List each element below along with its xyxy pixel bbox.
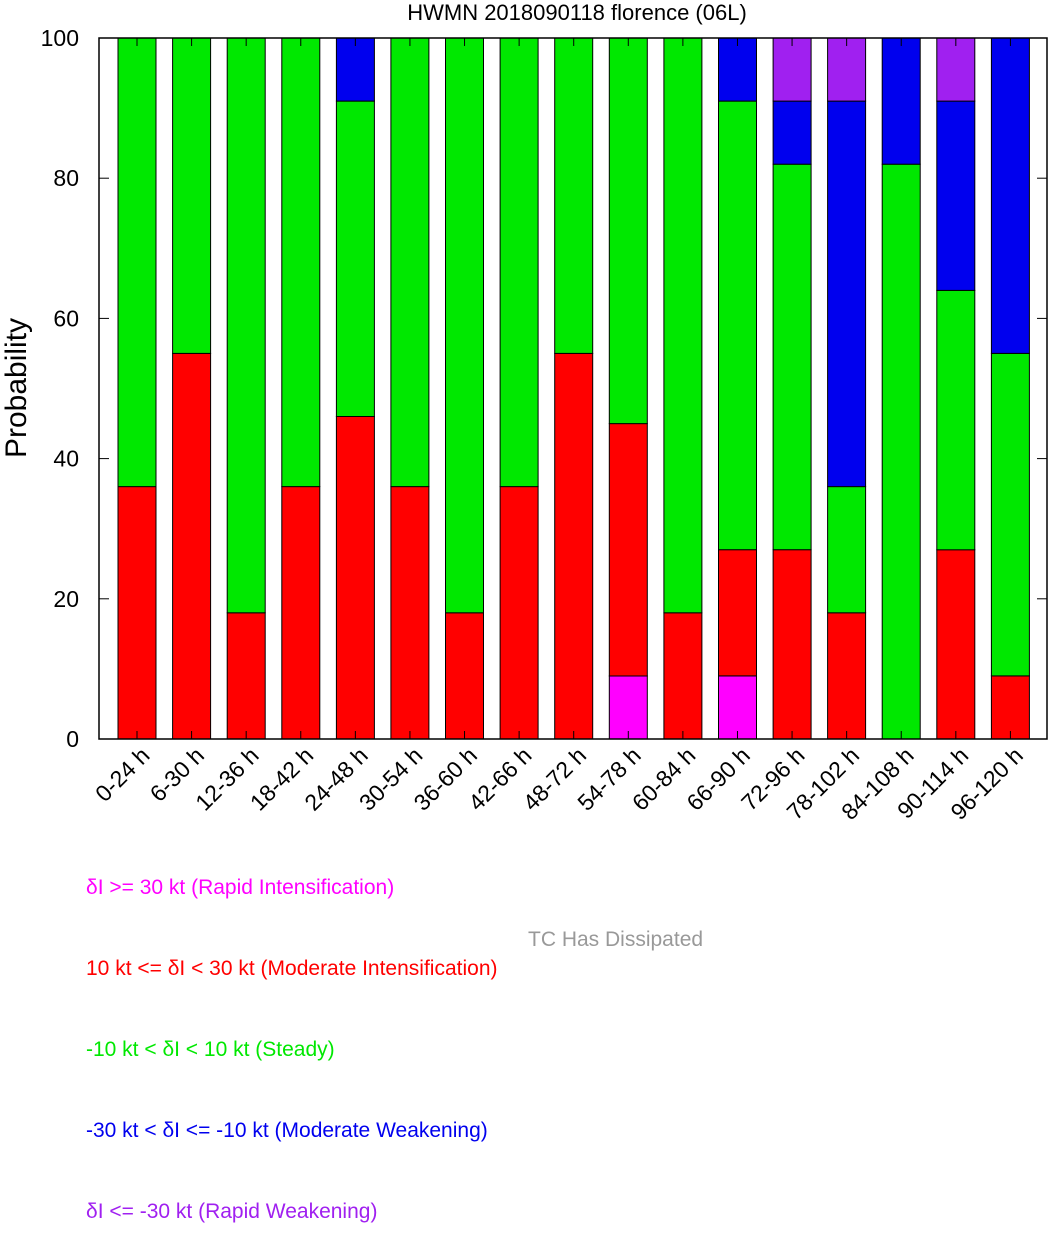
legend-item-rapid-weakening: δI <= -30 kt (Rapid Weakening)	[86, 1200, 378, 1223]
bar-segment	[936, 37, 976, 102]
y-tick-label: 20	[53, 586, 79, 612]
y-tick-label: 60	[53, 305, 79, 331]
bar-segment	[827, 612, 867, 740]
bar-segment	[499, 37, 539, 488]
bar-segment	[499, 486, 539, 740]
bar-segment	[936, 549, 976, 740]
bar-segment	[335, 416, 375, 740]
bar-segment	[718, 100, 757, 551]
bar-segment	[663, 37, 703, 614]
bar-segment	[117, 37, 157, 488]
bar-segment	[445, 612, 484, 740]
bar-segment	[445, 37, 484, 614]
y-tick-label: 0	[66, 726, 79, 752]
bar-segment	[390, 37, 430, 488]
bar-segment	[718, 675, 757, 740]
bar-segment	[663, 612, 703, 740]
bar-segment	[226, 612, 266, 740]
bar-segment	[172, 37, 212, 354]
bar-segment	[881, 163, 921, 740]
bar-segment	[772, 163, 812, 551]
bar-segment	[827, 100, 867, 488]
bars	[117, 37, 1030, 740]
plot-frame	[98, 37, 1048, 740]
bar-segment	[772, 37, 812, 102]
legend-item-steady: -10 kt < δI < 10 kt (Steady)	[86, 1038, 335, 1061]
legend-item-moderate-intensification: 10 kt <= δI < 30 kt (Moderate Intensific…	[86, 957, 498, 980]
bar-segment	[827, 37, 867, 102]
bar-segment	[281, 486, 321, 740]
bar-segment	[608, 37, 648, 425]
bar-segment	[554, 352, 594, 740]
y-axis-label: Probability	[0, 318, 33, 458]
bar-segment	[990, 37, 1030, 354]
legend-item-moderate-weakening: -30 kt < δI <= -10 kt (Moderate Weakenin…	[86, 1119, 488, 1142]
bar-segment	[718, 549, 757, 677]
x-tick-label: 0-24 h	[90, 742, 155, 807]
bar-segment	[554, 37, 594, 354]
bar-segment	[281, 37, 321, 488]
bar-segment	[335, 100, 375, 417]
bar-segment	[936, 289, 976, 551]
y-tick-label: 80	[53, 165, 79, 191]
bar-segment	[936, 100, 976, 291]
bar-segment	[226, 37, 266, 614]
bar-segment	[990, 675, 1030, 740]
chart-title: HWMN 2018090118 florence (06L)	[407, 0, 747, 25]
chart: HWMN 2018090118 florence (06L) Probabili…	[0, 0, 1048, 825]
legend-item-rapid-intensification: δI >= 30 kt (Rapid Intensification)	[86, 876, 395, 899]
bar-segment	[608, 675, 648, 740]
bar-segment	[827, 486, 867, 614]
bar-segment	[718, 37, 757, 102]
legend-item-dissipated: TC Has Dissipated	[528, 928, 704, 951]
legend: δI >= 30 kt (Rapid Intensification) 10 k…	[86, 820, 498, 1252]
bar-segment	[390, 486, 430, 740]
y-tick-label: 40	[53, 446, 79, 472]
bar-segment	[608, 423, 648, 677]
y-tick-label: 100	[41, 25, 79, 51]
bar-segment	[172, 352, 212, 740]
bar-segment	[117, 486, 157, 740]
bar-segment	[335, 37, 375, 102]
bar-segment	[990, 352, 1030, 677]
bar-segment	[772, 100, 812, 165]
bar-segment	[881, 37, 921, 165]
bar-segment	[772, 549, 812, 740]
